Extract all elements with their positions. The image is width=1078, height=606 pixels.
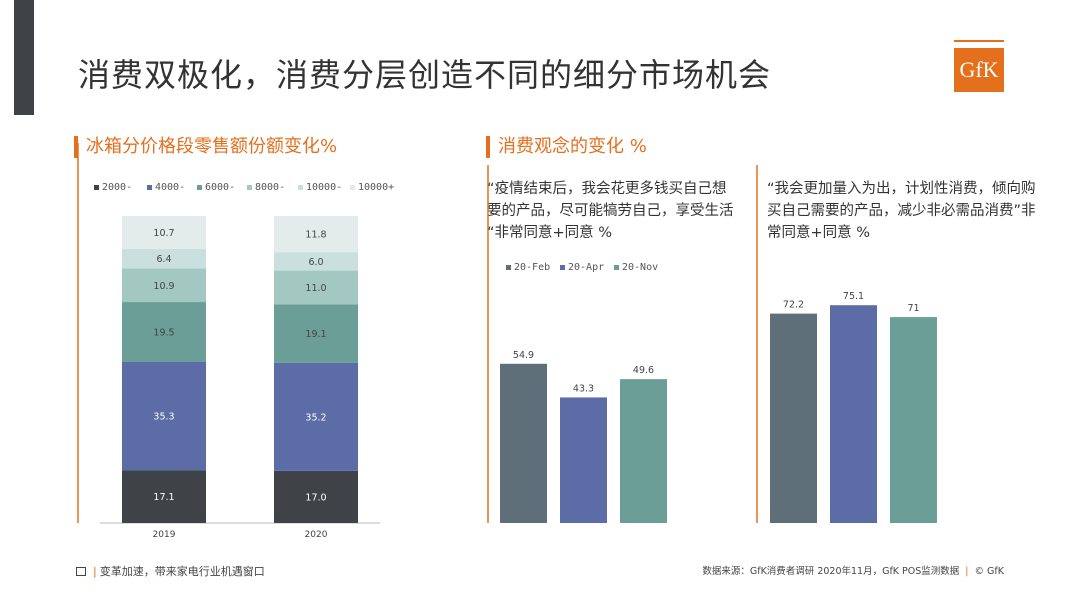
legend-item: 6000- (197, 182, 235, 193)
footer-copyright: © GfK (974, 566, 1004, 577)
legend-label: 4000- (155, 182, 186, 193)
bar-value-label: 43.3 (573, 383, 594, 394)
legend-item: 20-Nov (614, 262, 658, 273)
legend-label: 20-Feb (514, 262, 551, 273)
page-title: 消费双极化，消费分层创造不同的细分市场机会 (78, 56, 772, 94)
right-section-title: 消费观念的变化 % (486, 136, 647, 158)
legend-item: 10000+ (350, 182, 394, 193)
footer-left: | 变革加速，带来家电行业机遇窗口 (76, 563, 265, 579)
legend-swatch (614, 265, 619, 270)
segment-label: 17.1 (153, 492, 174, 503)
quote-left: “疫情结束后，我会花更多钱买自己想要的产品，尽可能犒劳自己，享受生活 “非常同意… (487, 181, 734, 241)
bar-value-label: 72.2 (783, 300, 804, 311)
bar (890, 317, 937, 523)
segment-label: 17.0 (305, 492, 326, 503)
legend-swatch (247, 185, 252, 190)
bar-value-label: 75.1 (843, 291, 864, 302)
segment-label: 35.2 (305, 412, 326, 423)
legend-item: 8000- (247, 182, 285, 193)
left-section-title: 冰箱分价格段零售额份额变化% (74, 136, 337, 158)
bar-value-label: 54.9 (513, 350, 534, 361)
quote-right: “我会更加量入为出，计划性消费，倾向购买自己需要的产品，减少非必需品消费”非常同… (767, 181, 1036, 241)
stacked-segment (274, 470, 358, 523)
segment-label: 6.4 (156, 254, 171, 265)
legend-item: 20-Apr (560, 262, 604, 273)
segment-label: 11.8 (305, 230, 326, 241)
side-accent-bar (14, 0, 34, 115)
window-icon (76, 567, 86, 576)
segment-label: 6.0 (308, 257, 323, 268)
stacked-segment (274, 270, 358, 305)
footer-source-text: 数据来源：GfK消费者调研 2020年11月，GfK POS监测数据 (702, 566, 960, 577)
legend-label: 2000- (102, 182, 133, 193)
stacked-segment (122, 268, 206, 303)
segment-label: 11.0 (305, 283, 326, 294)
segment-label: 10.9 (153, 281, 174, 292)
footer-right: 数据来源：GfK消费者调研 2020年11月，GfK POS监测数据 | © G… (702, 563, 1004, 577)
stacked-segment (274, 304, 358, 363)
footer-separator: | (93, 565, 97, 578)
legend-item: 4000- (147, 182, 185, 193)
bar (620, 379, 667, 523)
logo-top-line (954, 40, 1004, 42)
footer-left-text: 变革加速，带来家电行业机遇窗口 (99, 565, 265, 578)
stacked-bar-chart: 17.1 35.3 19.5 10.9 6.4 10.7 2019 17.0 35.2 19.1 1… (77, 143, 380, 540)
legend-swatch (197, 185, 202, 190)
legend-swatch (147, 185, 152, 190)
legend-swatch (506, 265, 511, 270)
legend-item: 2000- (94, 182, 132, 193)
legend-swatch (350, 185, 355, 190)
x-tick-label: 2019 (153, 530, 176, 540)
segment-label: 19.5 (153, 328, 174, 339)
legend-swatch (560, 265, 565, 270)
bar-value-label: 49.6 (633, 365, 654, 376)
stacked-segment (274, 252, 358, 271)
bar (500, 363, 547, 523)
bar-chart-planned-spending: 72.2 75.1 71 (756, 165, 937, 523)
stacked-segment (122, 361, 206, 471)
footer-separator: | (962, 566, 972, 577)
stacked-segment (122, 302, 206, 362)
legend-item: 20-Feb (506, 262, 550, 273)
legend-swatch (94, 185, 99, 190)
x-tick-label: 2020 (305, 530, 328, 540)
segment-label: 35.3 (153, 412, 174, 423)
stacked-segment (274, 216, 358, 253)
bar-chart-indulgence: 54.9 43.3 49.6 (487, 165, 667, 523)
bar (830, 305, 877, 523)
legend-item: 10000- (298, 182, 342, 193)
segment-label: 19.1 (305, 329, 326, 340)
bar (770, 313, 817, 523)
legend-label: 8000- (255, 182, 286, 193)
gfk-logo: GfK (954, 48, 1004, 92)
legend-label: 20-Apr (568, 262, 605, 273)
legend-label: 20-Nov (622, 262, 659, 273)
stacked-segment (122, 470, 206, 523)
legend-label: 10000+ (358, 182, 395, 193)
bar-value-label: 71 (907, 303, 919, 314)
legend-label: 10000- (306, 182, 343, 193)
stacked-segment (122, 216, 206, 249)
legend-swatch (298, 185, 303, 190)
bar (560, 397, 607, 523)
stacked-segment (122, 248, 206, 269)
legend-label: 6000- (205, 182, 236, 193)
segment-label: 10.7 (153, 228, 174, 239)
stacked-segment (274, 362, 358, 471)
